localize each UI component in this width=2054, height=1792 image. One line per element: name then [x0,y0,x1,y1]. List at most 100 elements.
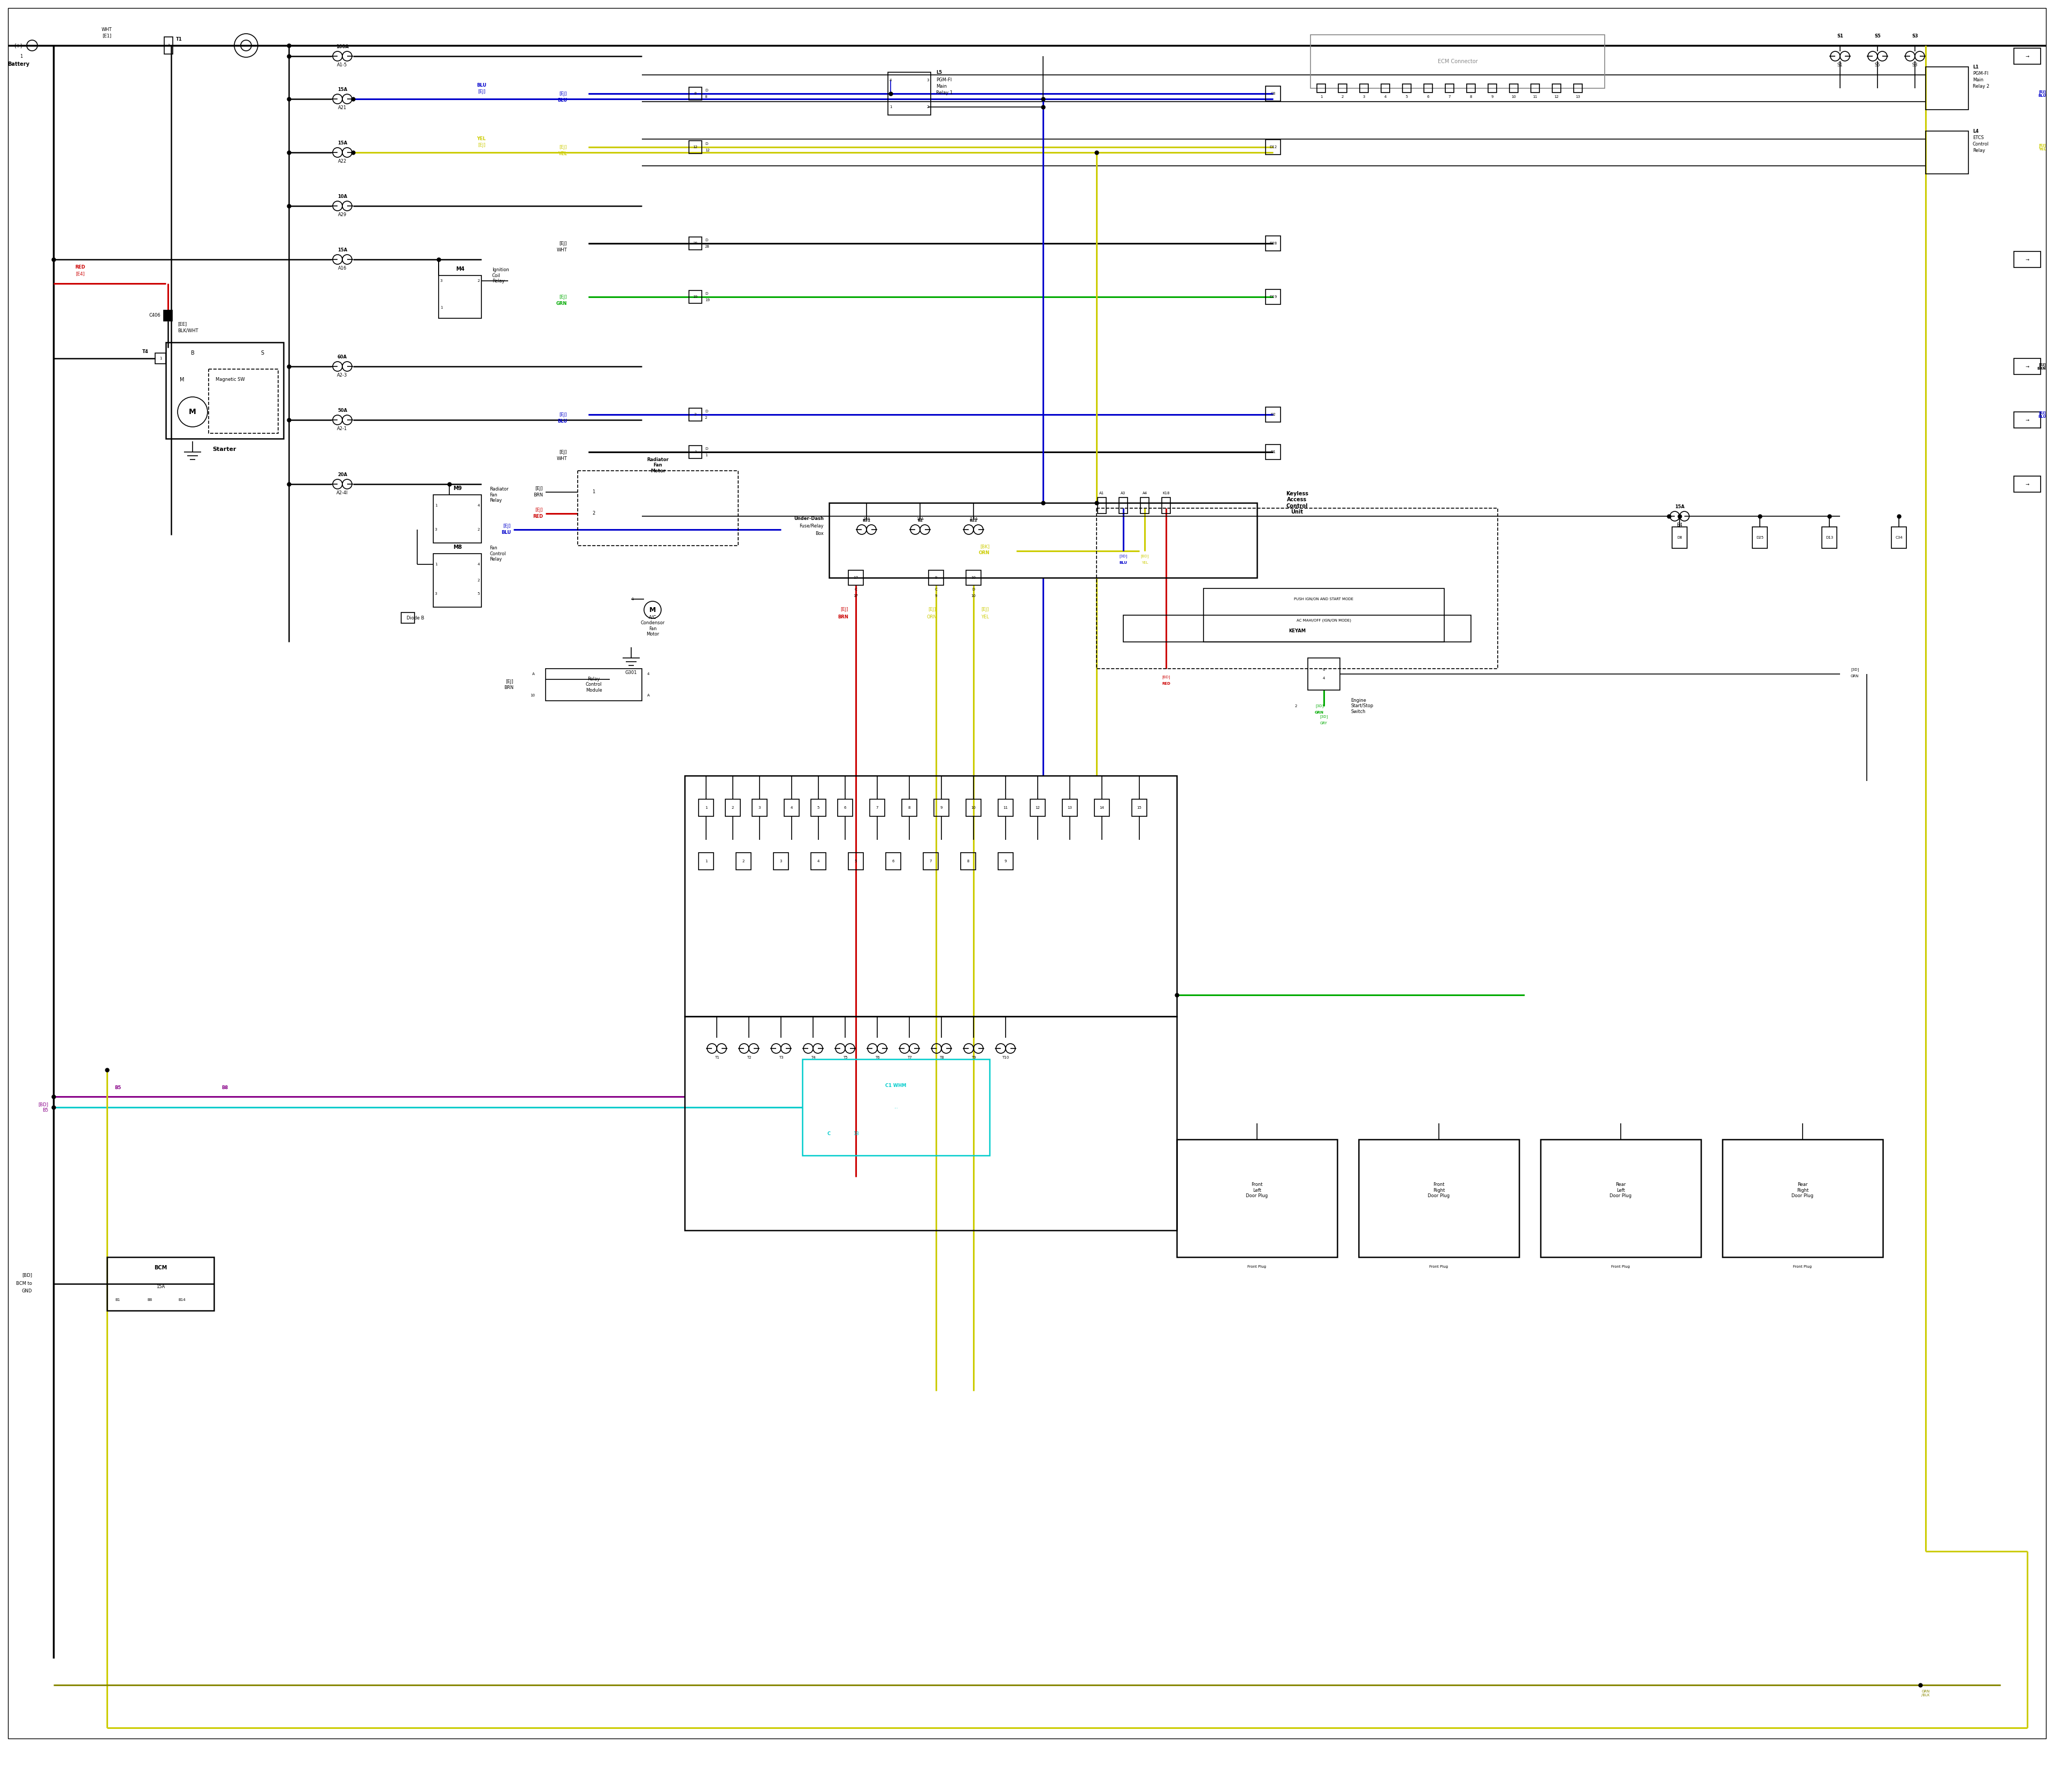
Text: 50A: 50A [337,409,347,414]
Text: A1: A1 [1099,491,1105,495]
Text: 5: 5 [854,860,857,862]
Text: 5: 5 [817,806,820,810]
Bar [684,1016,1177,1231]
Bar [998,853,1013,869]
Text: Relay 1: Relay 1 [937,90,953,95]
Bar [688,88,702,100]
Text: 2: 2 [479,529,481,530]
Text: A2-3: A2-3 [337,373,347,378]
Text: Front Plug: Front Plug [1430,1265,1448,1269]
Text: D2: D2 [1271,412,1276,416]
Text: 2: 2 [705,416,707,419]
Text: BLU: BLU [501,530,511,536]
Text: 5: 5 [1405,95,1407,99]
Bar [1927,66,1968,109]
Bar [1360,84,1368,93]
Text: YEL: YEL [477,136,487,142]
Bar [2013,477,2040,493]
Text: [3D]: [3D] [1317,704,1325,708]
Text: ORN: ORN [926,615,937,620]
Text: D: D [705,292,709,296]
Bar [440,276,481,319]
Text: [EJ]: [EJ] [559,91,567,97]
Text: D: D [705,410,709,412]
Text: GRN
/BLK: GRN /BLK [1920,1690,1931,1697]
Bar [166,342,283,439]
Bar [1132,799,1146,817]
Text: 2: 2 [1294,704,1298,708]
Bar [848,570,863,586]
Text: [EJ]: [EJ] [982,607,988,613]
Bar [838,799,852,817]
Bar [1339,84,1347,93]
Text: 3: 3 [758,806,760,810]
Text: K18: K18 [1163,491,1169,495]
Text: A22: A22 [339,159,347,163]
Bar [1310,34,1604,88]
Text: 6: 6 [1323,668,1325,672]
Text: BCM to: BCM to [16,1281,33,1287]
Text: PUSH IGN/ON AND START MODE: PUSH IGN/ON AND START MODE [1294,597,1354,600]
Bar [725,799,739,817]
Text: [E1]: [E1] [103,34,111,38]
Text: D: D [972,588,976,591]
Text: Radiator
Fan
Relay: Radiator Fan Relay [489,487,509,504]
Text: B14: B14 [179,1297,185,1301]
Text: 1: 1 [435,563,438,566]
Text: WHT: WHT [557,455,567,461]
Bar [1097,509,1497,668]
Text: WHT: WHT [557,247,567,253]
Text: [EJ]: [EJ] [928,607,937,613]
Bar [433,495,481,543]
Bar [1446,84,1454,93]
Bar [998,799,1013,817]
Text: GRN: GRN [557,301,567,306]
Text: Magnetic SW: Magnetic SW [216,378,244,382]
Text: 3: 3 [1362,95,1366,99]
Bar [1265,237,1280,251]
Text: T4: T4 [811,1055,815,1059]
Bar [811,853,826,869]
Text: T8: T8 [939,1055,943,1059]
Text: 7: 7 [1448,95,1450,99]
Text: Engine
Start/Stop
Switch: Engine Start/Stop Switch [1352,699,1374,713]
Text: 4: 4 [647,672,649,676]
Text: A2-4I: A2-4I [337,491,347,496]
Text: Rear
Right
Door Plug: Rear Right Door Plug [1791,1183,1814,1199]
Text: →: → [2025,54,2029,59]
Text: S1: S1 [1836,34,1842,38]
Text: 1: 1 [1321,95,1323,99]
Bar [1752,527,1766,548]
Text: 15A: 15A [337,247,347,253]
Text: [3D]: [3D] [1321,715,1329,719]
Bar [1163,498,1171,514]
Text: C34: C34 [1896,536,1902,539]
Text: 1: 1 [705,860,707,862]
Text: T10: T10 [1002,1055,1009,1059]
Text: Ignition
Coil
Relay: Ignition Coil Relay [493,267,509,283]
Text: BLU: BLU [477,82,487,88]
Text: 1: 1 [694,450,696,453]
Text: ETCS: ETCS [1972,134,1984,140]
Text: T1: T1 [177,36,183,41]
Text: BCM: BCM [154,1265,166,1271]
Text: D: D [705,238,709,242]
Text: 1: 1 [21,54,23,59]
Text: 17: 17 [852,595,859,597]
Text: 12: 12 [705,149,711,152]
Bar [577,471,737,545]
Text: →: → [2025,418,2029,423]
Text: 1: 1 [889,106,891,109]
Text: 28: 28 [692,242,698,246]
Bar [830,504,1257,577]
Text: 11: 11 [1532,95,1538,99]
Bar [1265,289,1280,305]
Text: Battery: Battery [8,61,29,66]
Text: 1: 1 [160,357,162,360]
Text: C: C [828,1131,830,1136]
Bar [1204,588,1444,642]
Text: PGM-FI: PGM-FI [1972,72,1988,75]
Text: [EJ]
BLU: [EJ] BLU [2038,410,2046,418]
Text: BLU: BLU [557,419,567,423]
Text: [EJ]: [EJ] [559,450,567,455]
